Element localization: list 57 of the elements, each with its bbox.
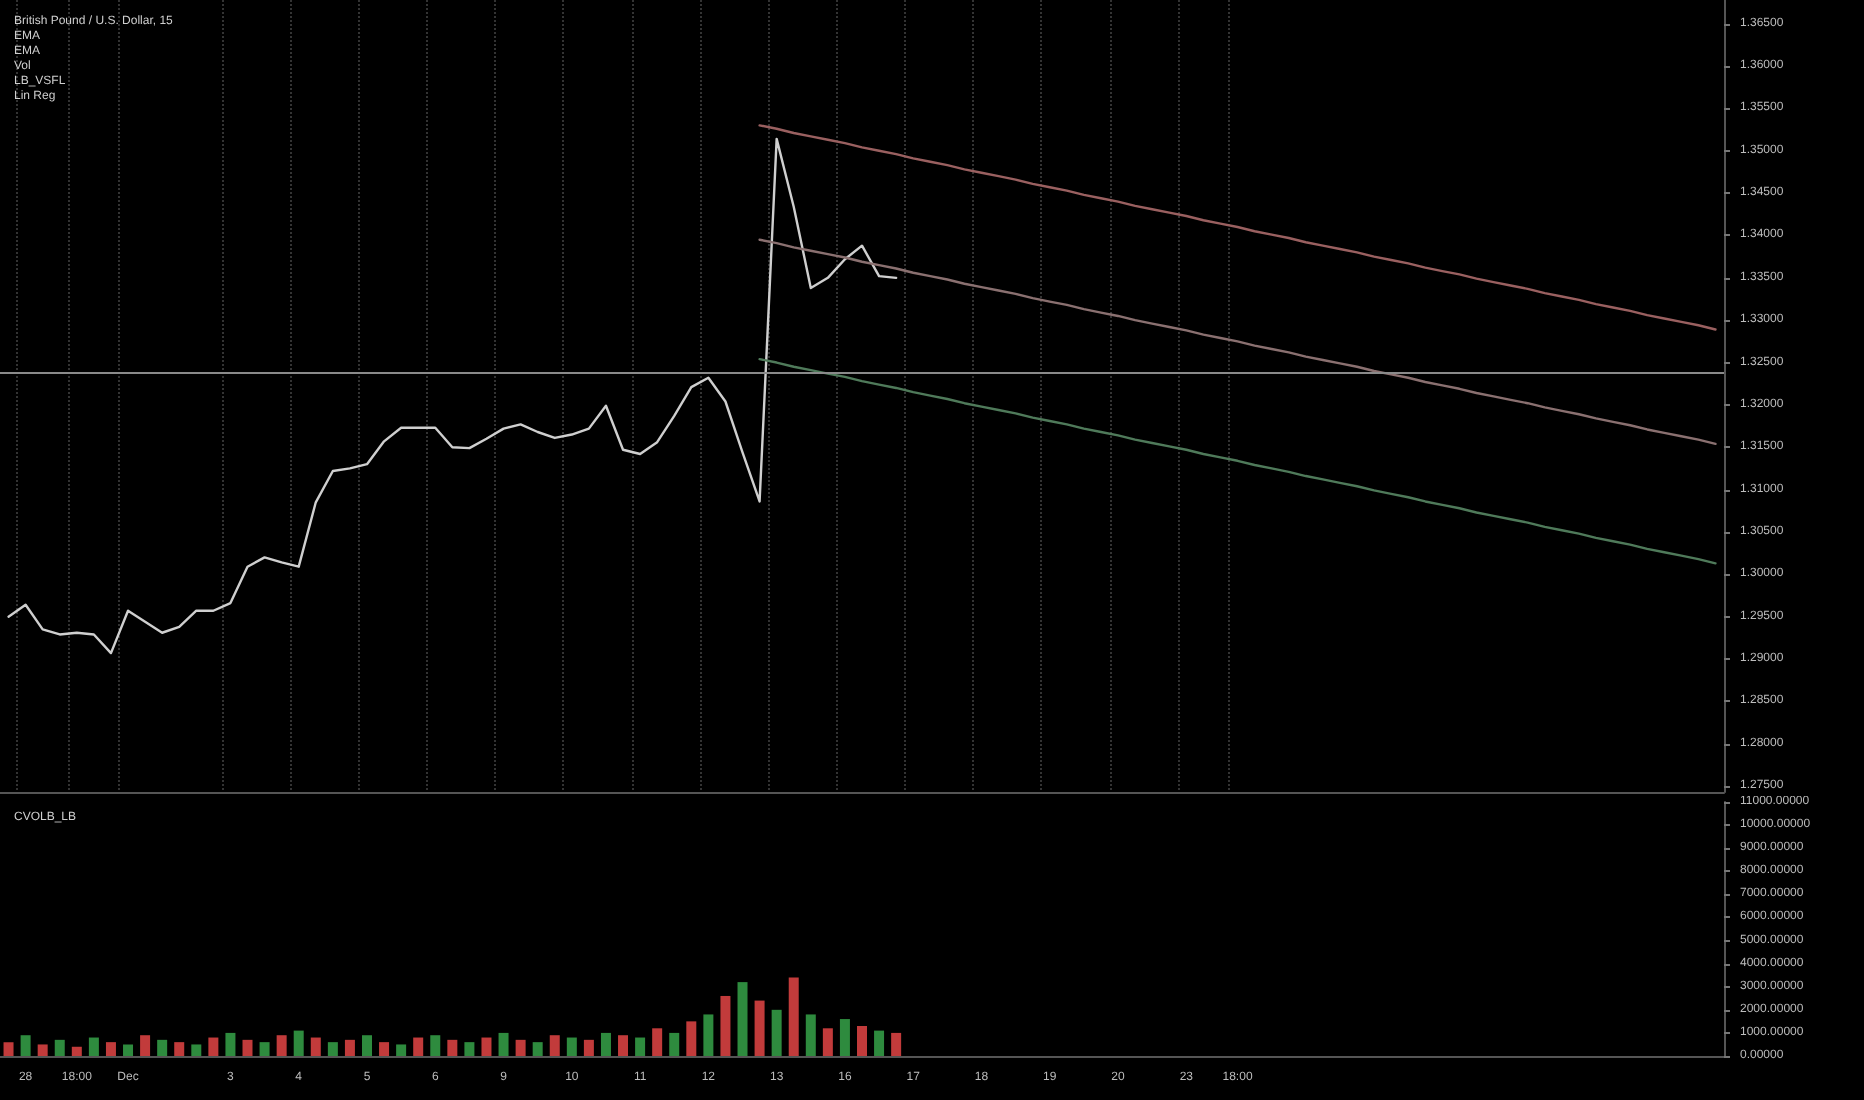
bar xyxy=(20,1035,31,1056)
bar xyxy=(720,995,731,1056)
bar xyxy=(891,1032,902,1056)
bar xyxy=(191,1044,202,1056)
bar xyxy=(464,1042,475,1056)
bar xyxy=(88,1037,99,1056)
bar xyxy=(532,1042,543,1056)
bar xyxy=(71,1046,82,1056)
line-series xyxy=(7,137,898,655)
bar xyxy=(822,1028,833,1056)
bar xyxy=(157,1039,168,1056)
bar xyxy=(379,1042,390,1056)
bar xyxy=(208,1037,219,1056)
bar xyxy=(669,1032,680,1056)
bar xyxy=(430,1035,441,1056)
bar xyxy=(344,1039,355,1056)
line-series xyxy=(758,357,1717,565)
bar xyxy=(771,1009,782,1056)
bar xyxy=(37,1044,48,1056)
bar xyxy=(805,1014,816,1056)
bar xyxy=(549,1035,560,1056)
bar xyxy=(174,1042,185,1056)
bar xyxy=(874,1030,885,1056)
line-series xyxy=(758,124,1717,331)
bar xyxy=(242,1039,253,1056)
bar xyxy=(327,1042,338,1056)
bar xyxy=(754,1000,765,1056)
bar xyxy=(839,1019,850,1056)
bar xyxy=(447,1039,458,1056)
bar xyxy=(857,1025,867,1056)
bar xyxy=(413,1037,424,1056)
bar xyxy=(788,977,799,1056)
bar xyxy=(618,1035,629,1056)
bar xyxy=(703,1014,714,1056)
bar xyxy=(635,1037,646,1056)
bar xyxy=(361,1035,372,1056)
bar xyxy=(54,1039,65,1056)
bar xyxy=(276,1035,287,1056)
bar xyxy=(293,1030,304,1056)
bar xyxy=(481,1037,492,1056)
bar xyxy=(498,1032,509,1056)
bar xyxy=(737,982,748,1056)
bar xyxy=(652,1028,663,1056)
bar xyxy=(140,1035,151,1056)
bar xyxy=(583,1039,594,1056)
bar xyxy=(225,1032,236,1056)
bar xyxy=(566,1037,577,1056)
bar xyxy=(396,1044,407,1056)
bar xyxy=(600,1032,611,1056)
bar xyxy=(515,1039,526,1056)
bar xyxy=(105,1042,116,1056)
bar xyxy=(686,1021,697,1056)
bar xyxy=(310,1037,321,1056)
line-series xyxy=(758,238,1717,446)
bar xyxy=(3,1042,14,1056)
bar xyxy=(123,1044,134,1056)
bar xyxy=(259,1042,270,1056)
